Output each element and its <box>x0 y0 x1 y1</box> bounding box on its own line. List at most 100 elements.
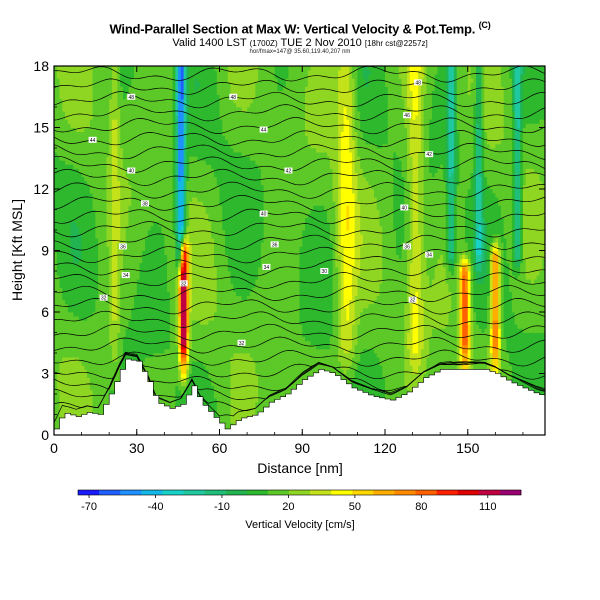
heatmap-cell <box>62 406 66 411</box>
heatmap-cell <box>100 66 105 71</box>
heatmap-cell <box>186 328 190 333</box>
heatmap-cell <box>139 164 143 169</box>
heatmap-cell <box>128 250 132 255</box>
heatmap-cell <box>202 312 207 317</box>
heatmap-cell <box>164 184 168 190</box>
heatmap-cell <box>100 332 105 337</box>
heatmap-cell <box>200 74 204 79</box>
heatmap-cell <box>191 102 196 108</box>
chart-title: Wind-Parallel Section at Max W: Vertical… <box>109 20 491 37</box>
heatmap-cell <box>114 353 118 358</box>
heatmap-cell <box>189 193 193 198</box>
heatmap-cell <box>84 135 88 141</box>
heatmap-cell <box>111 357 116 362</box>
heatmap-cell <box>120 102 124 108</box>
heatmap-cell <box>98 94 102 100</box>
heatmap-cell <box>205 353 209 358</box>
heatmap-cell <box>145 328 149 333</box>
heatmap-cell <box>78 102 82 108</box>
heatmap-cell <box>142 295 146 301</box>
heatmap-cell <box>175 344 179 350</box>
heatmap-cell <box>89 205 94 210</box>
heatmap-cell <box>128 82 132 87</box>
heatmap-cell <box>103 74 107 79</box>
heatmap-cell <box>164 266 168 272</box>
heatmap-cell <box>62 258 66 264</box>
heatmap-cell <box>89 316 94 321</box>
heatmap-cell <box>103 340 107 346</box>
heatmap-cell <box>56 312 60 317</box>
heatmap-cell <box>98 303 102 309</box>
heatmap-cell <box>189 209 193 214</box>
heatmap-cell <box>87 353 91 358</box>
heatmap-cell <box>98 348 102 354</box>
heatmap-cell <box>139 299 143 305</box>
heatmap-cell <box>183 287 187 292</box>
heatmap-cell <box>100 135 105 141</box>
heatmap-cell <box>59 180 63 186</box>
heatmap-cell <box>164 258 168 264</box>
heatmap-cell <box>131 160 135 165</box>
heatmap-cell <box>92 406 96 411</box>
heatmap-cell <box>158 398 162 403</box>
heatmap-cell <box>191 98 196 104</box>
heatmap-cell <box>136 213 140 219</box>
heatmap-cell <box>73 221 77 227</box>
heatmap-cell <box>114 143 118 149</box>
heatmap-cell <box>164 385 168 391</box>
heatmap-cell <box>142 111 146 116</box>
heatmap-cell <box>114 373 118 378</box>
heatmap-cell <box>147 348 151 354</box>
heatmap-cell <box>59 78 63 83</box>
heatmap-cell <box>56 135 60 141</box>
heatmap-cell <box>186 66 190 71</box>
heatmap-cell <box>158 307 162 313</box>
heatmap-cell <box>117 152 121 157</box>
heatmap-cell <box>169 402 174 407</box>
heatmap-cell <box>59 307 63 313</box>
heatmap-cell <box>106 328 110 333</box>
heatmap-cell <box>56 361 60 366</box>
heatmap-cell <box>103 299 107 305</box>
heatmap-cell <box>98 66 102 71</box>
heatmap-cell <box>87 266 91 272</box>
heatmap-cell <box>142 148 146 153</box>
heatmap-cell <box>114 291 118 296</box>
heatmap-cell <box>205 369 209 374</box>
heatmap-cell <box>100 115 105 120</box>
heatmap-cell <box>150 234 154 239</box>
heatmap-cell <box>65 127 69 132</box>
heatmap-cell <box>78 201 82 206</box>
heatmap-cell <box>100 328 105 333</box>
heatmap-cell <box>92 316 96 321</box>
heatmap-cell <box>169 98 174 104</box>
heatmap-cell <box>109 86 113 91</box>
heatmap-cell <box>161 291 165 296</box>
heatmap-cell <box>200 135 204 141</box>
heatmap-cell <box>111 295 116 301</box>
heatmap-cell <box>78 303 82 309</box>
heatmap-cell <box>92 152 96 157</box>
heatmap-cell <box>81 164 85 169</box>
heatmap-cell <box>59 389 63 395</box>
heatmap-cell <box>133 131 138 137</box>
heatmap-cell <box>164 94 168 100</box>
heatmap-cell <box>131 348 135 354</box>
heatmap-cell <box>172 357 176 362</box>
heatmap-cell <box>76 234 80 239</box>
heatmap-cell <box>120 135 124 141</box>
heatmap-cell <box>117 348 121 354</box>
heatmap-cell <box>70 205 74 210</box>
heatmap-cell <box>87 213 91 219</box>
heatmap-cell <box>191 275 196 280</box>
heatmap-cell <box>56 271 60 276</box>
heatmap-cell <box>194 102 198 108</box>
heatmap-cell <box>202 152 207 157</box>
heatmap-cell <box>145 115 149 120</box>
heatmap-cell <box>194 250 198 255</box>
heatmap-cell <box>54 312 58 317</box>
heatmap-cell <box>180 344 185 350</box>
heatmap-cell <box>84 324 88 329</box>
heatmap-cell <box>128 180 132 186</box>
heatmap-cell <box>87 78 91 83</box>
